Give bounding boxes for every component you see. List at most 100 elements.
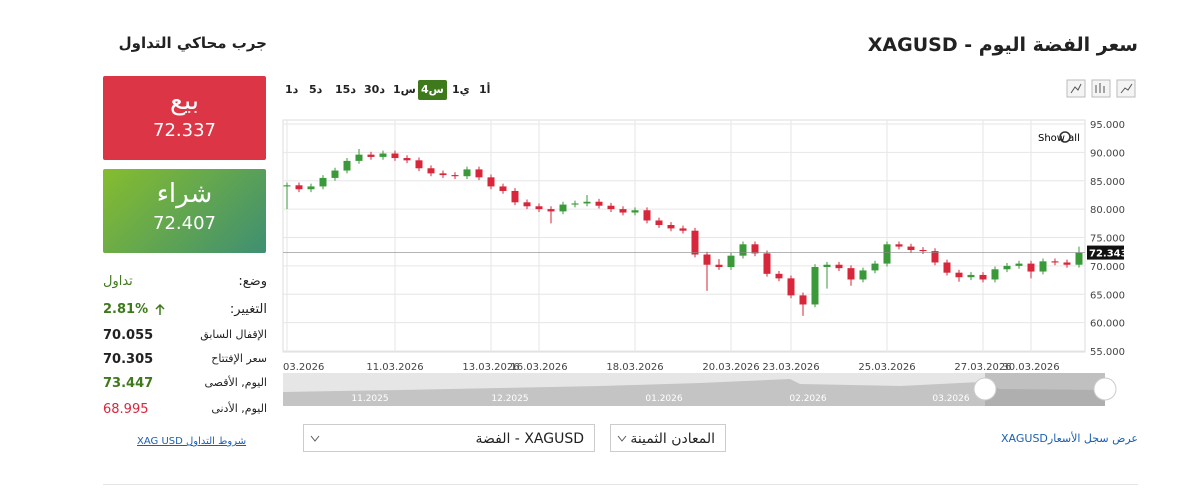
timeframe-button[interactable]: 15د	[335, 83, 356, 96]
candle-body	[643, 210, 651, 221]
divider	[103, 484, 1138, 485]
candle-body	[883, 244, 891, 264]
y-tick-label: 90.000	[1090, 148, 1125, 159]
timeframe-button[interactable]: 1أ	[479, 83, 491, 96]
timeframe-button[interactable]: 1د	[285, 83, 299, 96]
candle-body	[451, 175, 459, 177]
candle-body	[739, 244, 747, 256]
instrument-select[interactable]: XAGUSD - الفضة	[303, 424, 595, 452]
x-tick-label: 20.03.2026	[702, 362, 759, 373]
x-tick-label: 13.03.2026	[462, 362, 519, 373]
candle-body	[367, 154, 375, 157]
x-tick-label: 11.03.2026	[366, 362, 423, 373]
stat-value: 68.995	[103, 402, 149, 417]
candle-body	[547, 209, 555, 212]
candle-body	[319, 177, 327, 187]
candle-body	[955, 272, 963, 278]
candle-body	[667, 225, 675, 229]
candle-body	[967, 274, 975, 278]
y-tick-label: 85.000	[1090, 177, 1125, 188]
candle-body	[1027, 263, 1035, 272]
stat-label: اليوم, الأقصى	[204, 376, 267, 389]
stat-label: سعر الإفتتاح	[211, 352, 267, 365]
candle-body	[511, 190, 519, 203]
navigator-label: 02.2026	[789, 394, 826, 404]
page-title: سعر الفضة اليوم - XAGUSD	[867, 34, 1138, 56]
timeframe-button[interactable]: 30د	[364, 83, 385, 96]
candle-body	[571, 203, 579, 205]
y-tick-label: 55.000	[1090, 347, 1125, 358]
candle-body	[763, 253, 771, 274]
navigator-window	[985, 373, 1105, 406]
chevron	[617, 435, 627, 442]
candle-body	[1063, 262, 1071, 265]
candle-body	[703, 254, 711, 265]
candle-body	[403, 158, 411, 161]
timeframe-button[interactable]: 1ي	[452, 83, 470, 96]
simulator-heading: جرب محاكي التداول	[118, 34, 267, 52]
navigator-label: 11.2025	[351, 394, 388, 404]
candle-body	[787, 278, 795, 296]
candle-body	[631, 210, 639, 213]
candle-body	[895, 244, 903, 247]
candle-body	[931, 251, 939, 263]
candle-body	[499, 186, 507, 191]
timeframe-button[interactable]: 1س	[393, 83, 416, 96]
timeframe-button[interactable]: 5د	[309, 83, 323, 96]
price-chart: Show all 11.2025 12.2025 01.2026 02.2026 03.…	[282, 119, 1128, 406]
candle-body	[391, 153, 399, 159]
show-all[interactable]: Show all	[1038, 133, 1080, 144]
candle-body	[1075, 252, 1083, 265]
zoom-icon[interactable]	[1059, 131, 1071, 143]
buy-label: شراء	[156, 179, 213, 209]
candle-body	[379, 153, 387, 157]
instrument-text: XAGUSD - الفضة	[475, 431, 584, 447]
candle-body	[619, 209, 627, 213]
history-link[interactable]: XAGUSDعرض سجل الأسعار	[1001, 432, 1138, 445]
candle-body	[871, 263, 879, 271]
x-tick-label: 23.03.2026	[762, 362, 819, 373]
candle-body	[919, 249, 927, 252]
navigator-label: 03.2026	[932, 394, 969, 404]
stat-label: التغيير:	[229, 302, 267, 317]
candle-body	[823, 264, 831, 268]
candle-body	[523, 202, 531, 207]
x-tick-label: 25.03.2026	[858, 362, 915, 373]
candle-body	[415, 160, 423, 169]
sell-price: 72.337	[153, 120, 216, 141]
group-select[interactable]: المعادن الثمينة	[610, 424, 726, 452]
candle-body	[1015, 263, 1023, 266]
sell-label: بيع	[170, 86, 199, 116]
candle-body	[607, 205, 615, 210]
x-tick-label: 30.03.2026	[1002, 362, 1059, 373]
candle-body	[283, 185, 291, 187]
chart-type-icons	[1066, 79, 1136, 98]
terms-link[interactable]: XAG USD شروط التداول	[137, 436, 247, 447]
sell-button[interactable]: بيع 72.337	[103, 76, 266, 160]
last-price-label: 72.343	[1089, 249, 1128, 260]
candle-body	[475, 169, 483, 178]
candle-body	[991, 269, 999, 280]
buy-button[interactable]: شراء 72.407	[103, 169, 266, 253]
candle-body	[331, 170, 339, 178]
candle-body	[1039, 261, 1047, 272]
candle-body	[811, 267, 819, 305]
candle-body	[751, 244, 759, 254]
y-tick-label: 60.000	[1090, 319, 1125, 330]
stat-value: تداول	[103, 274, 133, 289]
stat-label: وضع:	[238, 274, 267, 289]
navigator-handle[interactable]	[1093, 377, 1117, 401]
y-tick-label: 95.000	[1090, 120, 1125, 131]
chevron	[310, 435, 320, 442]
timeframe-button[interactable]: 4س	[418, 80, 447, 100]
x-tick-label: 16.03.2026	[510, 362, 567, 373]
candle-body	[463, 169, 471, 177]
x-tick-label: 03.2026	[283, 362, 324, 373]
candle-body	[355, 154, 363, 161]
candle-body	[1003, 265, 1011, 270]
plot-frame	[282, 119, 1086, 353]
candle-body	[487, 177, 495, 187]
navigator-handle[interactable]	[973, 377, 997, 401]
candle-body	[295, 185, 303, 190]
last-price-tag	[1087, 245, 1124, 260]
